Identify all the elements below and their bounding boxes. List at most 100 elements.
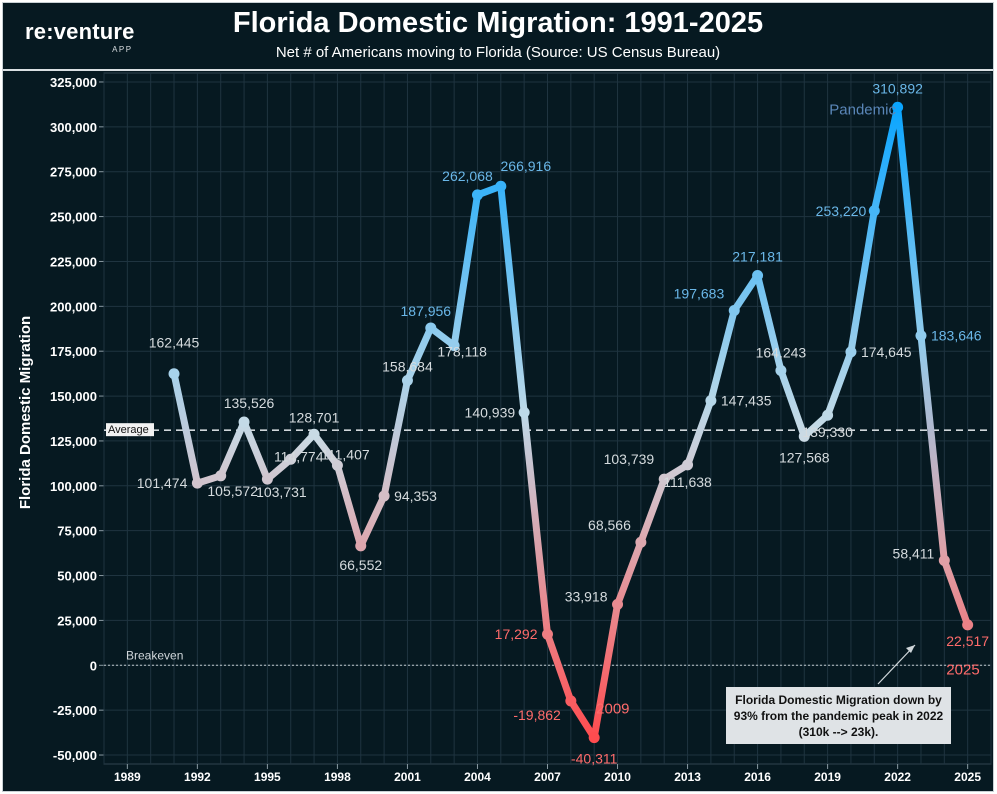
data-point [612, 598, 624, 610]
average-label: Average [108, 424, 149, 436]
data-label: 111,638 [663, 474, 712, 490]
callout-arrow-line [877, 644, 916, 685]
series-line-segment [917, 332, 948, 564]
data-point [238, 416, 250, 428]
x-tick-label: 2010 [604, 770, 631, 784]
data-label: 140,939 [465, 404, 516, 420]
data-label: 135,526 [224, 395, 275, 411]
data-label: 68,566 [588, 517, 631, 533]
series-line-segment [170, 370, 201, 487]
data-point [215, 470, 227, 482]
y-tick-label: 25,000 [57, 613, 97, 628]
average-label-bg [106, 423, 154, 437]
data-label: 66,552 [339, 557, 382, 573]
data-point [331, 459, 343, 471]
x-tick-label: 2016 [744, 770, 771, 784]
callout-box: Florida Domestic Migration down by 93% f… [726, 687, 951, 744]
y-axis-label: Florida Domestic Migration [17, 316, 34, 509]
data-label: -19,862 [513, 707, 561, 723]
series-line-segment [357, 492, 388, 550]
data-point [401, 374, 413, 386]
data-label: 101,474 [137, 475, 188, 491]
series-line-segment [590, 600, 622, 742]
data-label: 197,683 [674, 285, 725, 301]
series-line-segment [777, 367, 808, 440]
y-tick-label: 0 [90, 658, 97, 673]
data-point [775, 365, 787, 377]
pandemic-annotation: Pandemic [829, 101, 896, 118]
data-label: 162,445 [149, 335, 200, 351]
data-point [938, 554, 950, 566]
data-label: 310,892 [872, 80, 923, 96]
data-label: 111,407 [321, 446, 370, 462]
data-point [425, 322, 437, 334]
series-line-segment [870, 103, 902, 215]
data-label: 114,774 [274, 448, 324, 464]
data-label: 139,330 [802, 424, 853, 440]
series-line-segment [287, 430, 318, 463]
y-tick-label: 125,000 [50, 434, 97, 449]
data-point [448, 340, 460, 352]
series-line-segment [567, 697, 598, 742]
y-tick-label: 250,000 [50, 210, 97, 225]
data-label: 17,292 [495, 626, 538, 642]
y-tick-label: 175,000 [50, 344, 97, 359]
data-label: 158,684 [382, 358, 433, 374]
series-line-segment [450, 191, 481, 350]
data-point [518, 406, 530, 418]
data-label: -40,311 [571, 751, 618, 767]
data-point [892, 101, 904, 113]
series-line-segment [520, 408, 551, 638]
year-2025-annotation: 2025 [946, 661, 979, 678]
series-line-segment [403, 324, 435, 384]
y-tick-label: 100,000 [50, 479, 97, 494]
x-tick-label: 2001 [394, 770, 421, 784]
data-point [191, 477, 203, 489]
data-point [168, 368, 180, 380]
data-label: 147,435 [721, 393, 772, 409]
y-tick-label: 325,000 [50, 75, 97, 90]
data-label: 217,181 [732, 248, 783, 264]
data-label: 94,353 [394, 488, 437, 504]
data-label: 266,916 [501, 158, 552, 174]
x-tick-label: 2004 [464, 770, 491, 784]
data-point [798, 430, 810, 442]
x-tick-label: 2013 [674, 770, 701, 784]
x-tick-label: 1995 [254, 770, 281, 784]
header: re:venture APP Florida Domestic Migratio… [3, 3, 993, 71]
y-tick-label: 225,000 [50, 254, 97, 269]
series-line-segment [684, 397, 715, 469]
series-line-segment [217, 418, 248, 480]
y-tick-label: 75,000 [57, 524, 97, 539]
data-point [285, 453, 297, 465]
data-label: 174,645 [861, 344, 912, 360]
series-line-segment [754, 271, 785, 375]
breakeven-label: Breakeven [126, 648, 183, 662]
series-line-segment [824, 348, 855, 419]
data-point [682, 459, 694, 471]
x-tick-label: 2007 [534, 770, 561, 784]
series-line-segment [847, 207, 878, 356]
data-label: 128,701 [289, 409, 340, 425]
logo-text: re:venture [25, 19, 135, 44]
x-tick-label: 1992 [184, 770, 211, 784]
data-label: 187,956 [400, 303, 451, 319]
chart-subtitle: Net # of Americans moving to Florida (So… [275, 44, 721, 61]
data-label: 103,731 [256, 484, 307, 500]
series-line-segment [707, 306, 738, 405]
series-line-segment [637, 475, 668, 546]
y-tick-label: 300,000 [50, 120, 97, 135]
series-line-segment [333, 461, 365, 550]
data-point [845, 346, 857, 358]
series-line-segment [614, 538, 645, 608]
logo-subtext: APP [112, 45, 133, 54]
data-point [962, 619, 974, 631]
data-label: 164,243 [756, 345, 807, 361]
y-tick-label: 150,000 [50, 389, 97, 404]
data-point [728, 304, 740, 316]
data-label: 127,568 [779, 449, 830, 465]
series-line-segment [497, 182, 528, 416]
y-tick-label: 50,000 [57, 569, 97, 584]
data-label: 103,739 [604, 451, 655, 467]
